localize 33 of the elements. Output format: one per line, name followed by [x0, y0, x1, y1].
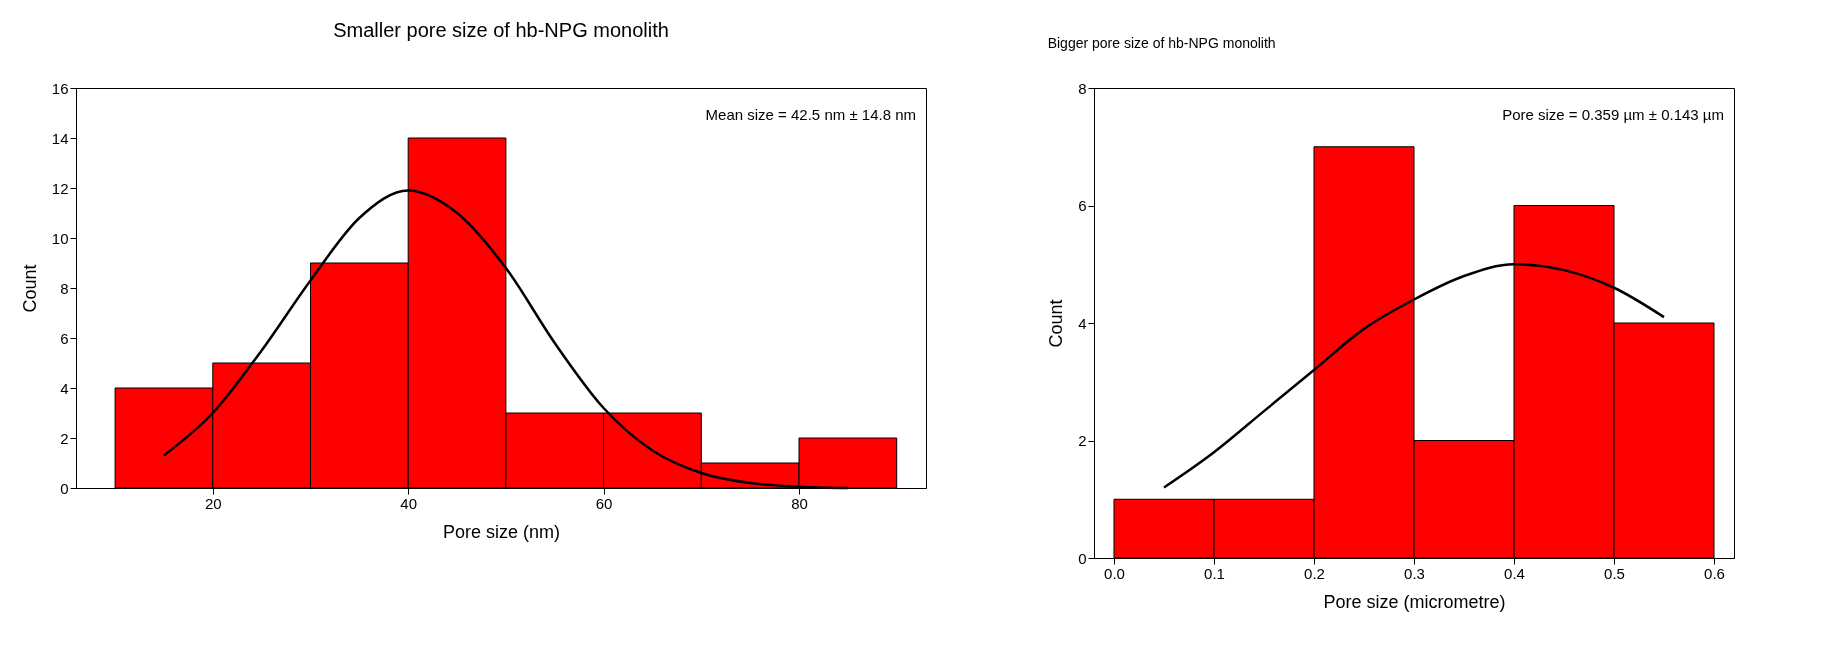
x-tick-label: 60: [595, 494, 613, 512]
y-tick-label: 4: [60, 379, 69, 397]
x-tick-label: 0.2: [1304, 564, 1325, 582]
chart-title: Smaller pore size of hb-NPG monolith: [333, 19, 669, 41]
x-tick-label: 40: [400, 494, 418, 512]
y-tick-label: 6: [1078, 197, 1087, 214]
x-tick-label: 0.0: [1104, 564, 1125, 582]
x-tick-label: 0.4: [1504, 564, 1525, 582]
y-tick-label: 2: [60, 429, 69, 447]
x-axis-title: Pore size (micrometre): [1323, 591, 1506, 612]
x-tick-label: 0.3: [1404, 564, 1425, 582]
x-tick-label: 80: [791, 494, 808, 512]
x-axis-title: Pore size (nm): [442, 521, 561, 542]
y-tick-label: 14: [51, 129, 69, 147]
y-tick-label: 12: [51, 179, 69, 197]
x-tick-label: 0.1: [1204, 564, 1225, 582]
y-tick-label: 0: [60, 479, 69, 497]
y-tick-label: 16: [51, 79, 69, 97]
x-tick-label: 0.5: [1604, 564, 1625, 582]
y-tick-label: 0: [1078, 549, 1087, 567]
y-tick-label: 4: [1078, 314, 1087, 332]
x-tick-label: 0.6: [1704, 564, 1725, 582]
chart-title: Bigger pore size of hb-NPG monolith: [1047, 35, 1276, 51]
y-tick-label: 10: [51, 229, 69, 247]
y-tick-label: 2: [1078, 432, 1087, 449]
y-tick-label: 8: [60, 279, 69, 297]
y-tick-label: 8: [1078, 79, 1087, 97]
annotation: Mean size = 42.5 nm ± 14.8 nm: [705, 106, 916, 123]
y-axis-title: Count: [1046, 299, 1067, 348]
y-tick-label: 6: [60, 329, 69, 347]
y-axis-title: Count: [19, 264, 40, 313]
x-tick-label: 20: [204, 494, 222, 512]
annotation: Pore size = 0.359 µm ± 0.143 µm: [1502, 106, 1724, 123]
